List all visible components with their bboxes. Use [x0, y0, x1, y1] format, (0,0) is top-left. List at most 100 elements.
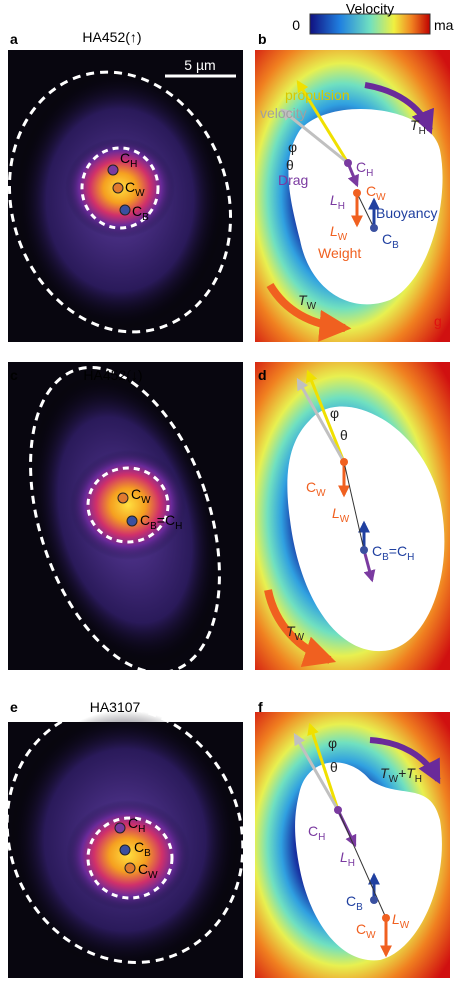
point: [108, 165, 118, 175]
label-text: velocity: [260, 105, 307, 121]
label-text: φ: [288, 139, 297, 155]
label-text: L: [332, 505, 340, 521]
label-text: C: [125, 179, 135, 195]
label-text: C: [306, 479, 316, 495]
label-text: =C: [157, 512, 175, 528]
label-subscript: W: [135, 188, 145, 199]
point: [125, 863, 135, 873]
panel-letter: d: [258, 367, 267, 383]
point: [344, 159, 352, 167]
annotation: φ: [288, 139, 297, 155]
label-text: C: [128, 815, 138, 831]
label-subscript: H: [419, 126, 426, 137]
label-subscript: B: [144, 848, 151, 859]
label-text: θ: [330, 759, 338, 775]
panel-letter: e: [10, 699, 18, 715]
annotation: φ: [330, 405, 339, 421]
label-text: C: [134, 839, 144, 855]
label-text: C: [308, 823, 318, 839]
label-subscript: H: [415, 774, 422, 785]
point: [370, 224, 378, 232]
annotation: θ: [286, 157, 294, 173]
panel-title: HA452(↑): [82, 29, 141, 45]
label-text: propulsion: [285, 87, 350, 103]
panel-title: HA3107: [90, 699, 141, 715]
label-subscript: W: [366, 930, 376, 941]
label-text: C: [372, 543, 382, 559]
annotation: velocity: [260, 105, 307, 121]
colorbar-max: max: [434, 17, 454, 33]
label-text: θ: [286, 157, 294, 173]
panel-letter: a: [10, 31, 18, 47]
label-text: Drag: [278, 172, 308, 188]
colorbar-min: 0: [292, 17, 300, 33]
label-text: Buoyancy: [376, 205, 437, 221]
label-text: C: [346, 893, 356, 909]
annotation: θ: [330, 759, 338, 775]
label-text: =C: [389, 543, 407, 559]
point: [115, 823, 125, 833]
label-subscript: W: [338, 232, 348, 243]
label-text: L: [392, 911, 400, 927]
panel-title: HA452(↓): [83, 367, 142, 383]
panel-letter: b: [258, 31, 267, 47]
label-text: C: [356, 159, 366, 175]
label-subscript: H: [130, 159, 137, 170]
annotation: Drag: [278, 172, 308, 188]
label-text: L: [330, 192, 338, 208]
colorbar-title: Velocity: [346, 1, 394, 17]
label-subscript: B: [392, 240, 399, 251]
label-subscript: H: [318, 832, 325, 843]
label-subscript: B: [142, 212, 149, 223]
label-subscript: W: [148, 870, 158, 881]
label-text: C: [140, 512, 150, 528]
point: [353, 189, 361, 197]
label-subscript: W: [400, 920, 410, 931]
label-subscript: H: [348, 858, 355, 869]
point: [360, 546, 368, 554]
annotation: φ: [328, 735, 337, 751]
point: [113, 183, 123, 193]
label-text: θ: [340, 427, 348, 443]
label-text: L: [340, 849, 348, 865]
colorbar: [310, 14, 430, 34]
label-text: C: [366, 183, 376, 199]
annotation: g: [434, 313, 442, 329]
figure: 5 µm Velocity 0 max aHA452(↑)CHCWCBbprop…: [0, 0, 454, 981]
label-subscript: W: [141, 495, 151, 506]
annotation: propulsion: [285, 87, 350, 103]
annotation: Weight: [318, 245, 361, 261]
label-text: +T: [398, 765, 416, 781]
point: [340, 458, 348, 466]
point: [118, 493, 128, 503]
label-subscript: H: [138, 824, 145, 835]
label-text: C: [131, 486, 141, 502]
label-subscript: W: [376, 192, 386, 203]
label-text: C: [382, 231, 392, 247]
label-subscript: H: [338, 201, 345, 212]
point: [120, 845, 130, 855]
annotation: θ: [340, 427, 348, 443]
point: [120, 205, 130, 215]
panel-letter: c: [10, 367, 18, 383]
point: [382, 914, 390, 922]
label-text: C: [120, 150, 130, 166]
point: [370, 896, 378, 904]
label-text: C: [356, 921, 366, 937]
label-subscript: W: [295, 632, 305, 643]
label-subscript: W: [307, 301, 317, 312]
label-subscript: W: [340, 514, 350, 525]
label-text: C: [132, 203, 142, 219]
panel-letter: f: [258, 699, 263, 715]
label-text: L: [330, 223, 338, 239]
label-subscript: H: [175, 521, 182, 532]
point: [334, 806, 342, 814]
label-text: φ: [328, 735, 337, 751]
label-text: C: [138, 861, 148, 877]
label-subscript: W: [316, 488, 326, 499]
scale-label: 5 µm: [184, 57, 215, 73]
label-subscript: H: [366, 168, 373, 179]
label-subscript: H: [407, 552, 414, 563]
label-text: g: [434, 313, 442, 329]
label-subscript: B: [356, 902, 363, 913]
